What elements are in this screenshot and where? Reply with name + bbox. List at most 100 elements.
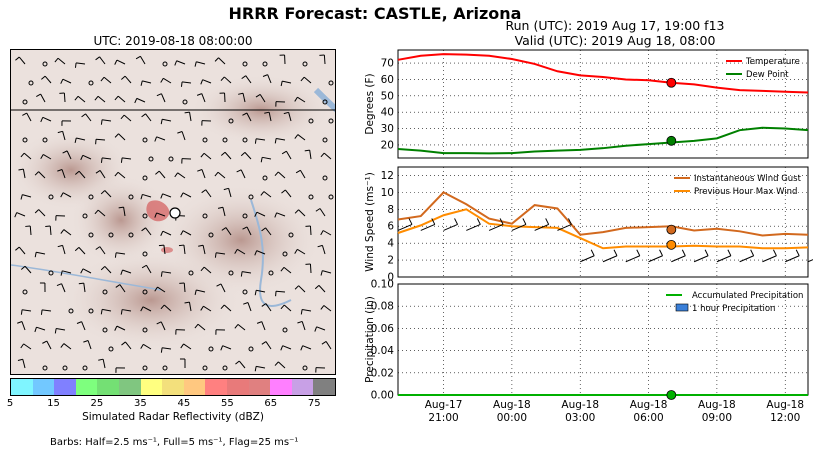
barb-feather xyxy=(60,192,64,198)
barb-staff xyxy=(160,321,166,331)
colorbar-tick-label: 65 xyxy=(264,398,278,409)
barb-feather xyxy=(158,244,164,247)
barb-feather xyxy=(431,218,436,225)
calm-marker xyxy=(288,232,294,238)
colorbar-tick-label: 35 xyxy=(134,398,147,409)
barb-feather xyxy=(140,194,143,200)
barb-feather xyxy=(120,269,123,275)
colorbar-swatch xyxy=(140,379,163,395)
calm-marker xyxy=(242,213,248,219)
barb-feather xyxy=(264,111,270,114)
barb-staff xyxy=(268,112,272,122)
colorbar-label: Simulated Radar Reflectivity (dBZ) xyxy=(82,411,264,423)
barb-feather xyxy=(81,113,86,118)
plot-area xyxy=(397,49,809,159)
calm-marker xyxy=(142,365,148,371)
barb-staff xyxy=(325,341,332,350)
colorbar-swatch xyxy=(248,379,271,395)
barb-staff xyxy=(62,192,72,198)
barb-feather xyxy=(74,247,80,252)
barb-staff xyxy=(298,209,306,217)
colorbar-tick-label: 45 xyxy=(177,398,191,409)
barb-feather xyxy=(60,229,65,234)
barb-feather xyxy=(74,170,80,175)
barb-staff xyxy=(256,250,266,255)
barb-staff xyxy=(87,340,92,350)
barb-staff xyxy=(511,224,527,231)
calm-marker xyxy=(282,251,288,257)
barb-staff xyxy=(139,56,146,65)
barb-staff xyxy=(397,224,413,231)
barb-feather xyxy=(321,341,327,345)
barb-feather xyxy=(294,285,299,290)
barb-feather xyxy=(34,171,39,176)
calm-marker xyxy=(168,156,174,162)
barb-feather xyxy=(200,305,204,311)
barb-staff xyxy=(443,224,458,231)
barb-staff xyxy=(196,289,206,293)
barb-feather xyxy=(160,271,163,277)
calm-marker xyxy=(308,118,314,124)
barb-feather xyxy=(78,282,84,285)
calm-marker xyxy=(262,175,268,181)
y-tick-label: 0.10 xyxy=(371,279,394,291)
barb-staff xyxy=(97,209,106,217)
barb-staff xyxy=(220,283,226,293)
barb-staff xyxy=(162,347,172,350)
legend-label: Temperature xyxy=(745,57,800,67)
barb-staff xyxy=(189,112,192,122)
barb-staff xyxy=(557,224,572,231)
barb-staff xyxy=(97,95,106,103)
calm-marker xyxy=(162,365,168,371)
barb-staff xyxy=(142,193,152,198)
calm-marker xyxy=(322,137,328,143)
barb-feather xyxy=(314,284,320,290)
barb-staff xyxy=(38,209,46,217)
barb-staff xyxy=(161,93,166,103)
barb-staff xyxy=(40,93,46,103)
barb-feather xyxy=(294,134,299,139)
barb-staff xyxy=(318,285,326,293)
barb-feather xyxy=(240,151,246,157)
barb-feather xyxy=(154,212,158,218)
colorbar-swatch xyxy=(226,379,249,395)
barb-staff xyxy=(116,252,126,255)
barb-staff xyxy=(78,247,86,255)
y-tick-label: 6 xyxy=(387,221,394,233)
barb-staff xyxy=(181,131,186,141)
barb-feather xyxy=(197,169,203,172)
barb-staff xyxy=(322,270,332,274)
calm-marker xyxy=(282,327,288,333)
barb-staff xyxy=(99,170,106,179)
barb-staff xyxy=(286,150,292,160)
barb-staff xyxy=(62,270,72,274)
calm-marker xyxy=(48,270,54,276)
y-tick-label: 60 xyxy=(381,74,394,86)
barb-feather xyxy=(160,78,164,83)
barb-feather xyxy=(54,57,59,63)
calm-marker xyxy=(302,61,308,67)
barb-feather xyxy=(20,265,26,270)
barb-staff xyxy=(162,230,172,236)
calm-marker xyxy=(228,118,234,124)
calm-marker xyxy=(308,194,314,200)
colorbar-swatch xyxy=(54,379,76,395)
barb-staff xyxy=(61,169,66,179)
barb-staff xyxy=(26,112,32,122)
current-time-marker xyxy=(666,77,677,88)
barb-feather xyxy=(200,79,204,85)
barb-staff xyxy=(24,265,32,274)
barb-staff xyxy=(122,157,132,160)
barb-staff xyxy=(122,309,132,312)
barb-feather xyxy=(280,80,283,87)
y-tick-label: 10 xyxy=(381,187,394,199)
barb-feather xyxy=(320,270,323,276)
barb-staff xyxy=(116,325,126,331)
calm-marker xyxy=(242,289,248,295)
barb-feather xyxy=(454,218,459,225)
barb-staff xyxy=(302,345,312,350)
barb-feather xyxy=(100,157,103,163)
barb-feather xyxy=(254,290,257,296)
barb-staff xyxy=(46,340,52,350)
